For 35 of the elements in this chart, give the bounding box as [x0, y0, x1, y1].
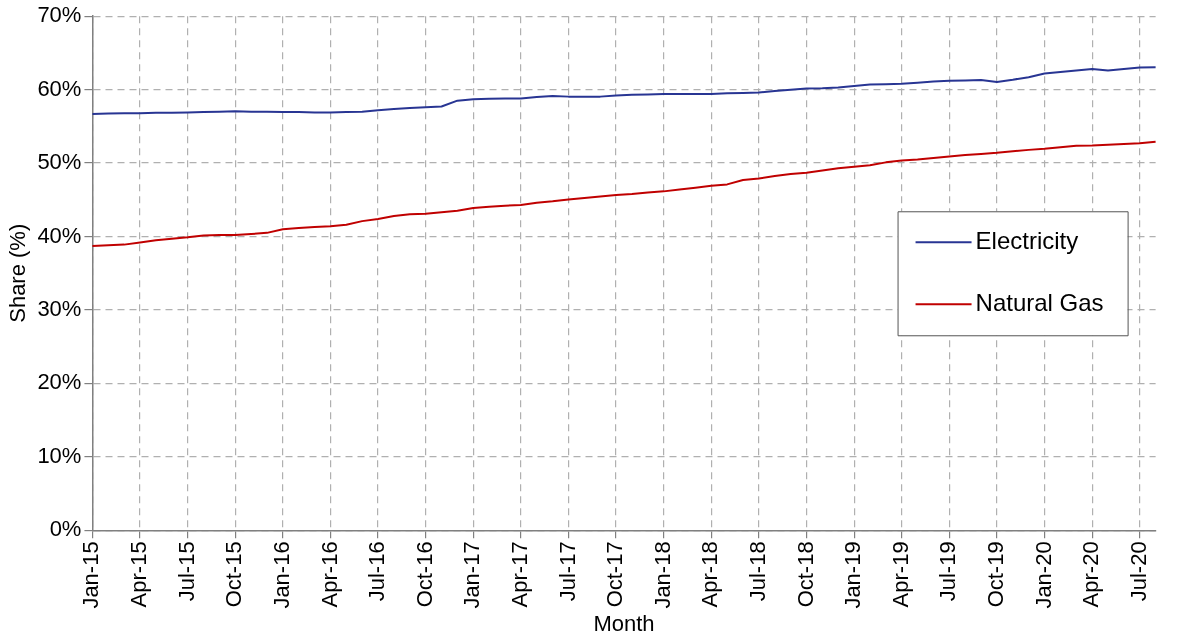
x-tick-label: Jan-20 — [1030, 541, 1056, 609]
x-tick-label: Jul-15 — [173, 541, 199, 602]
x-tick-label: Oct-15 — [221, 541, 247, 608]
y-tick-label: 40% — [37, 222, 82, 248]
x-tick-label: Jan-17 — [459, 541, 485, 609]
y-tick-label: 0% — [49, 516, 82, 542]
y-tick-label: 20% — [37, 369, 82, 395]
x-tick-label: Apr-15 — [126, 541, 152, 608]
y-tick-label: 30% — [37, 296, 82, 322]
x-tick-label: Apr-18 — [697, 541, 723, 608]
x-tick-label: Apr-17 — [506, 541, 532, 608]
y-tick-label: 60% — [37, 75, 82, 101]
x-tick-label: Jul-16 — [364, 541, 390, 602]
legend-label: Electricity — [975, 226, 1079, 254]
x-tick-label: Jan-15 — [78, 541, 104, 609]
y-tick-label: 70% — [37, 2, 82, 28]
x-tick-label: Oct-17 — [602, 541, 628, 608]
x-tick-label: Jan-16 — [268, 541, 294, 609]
y-axis-title: Share (%) — [5, 223, 31, 323]
legend-label: Natural Gas — [975, 288, 1104, 316]
x-tick-label: Apr-16 — [316, 541, 342, 608]
x-tick-label: Jul-19 — [935, 541, 961, 602]
y-tick-label: 10% — [37, 442, 82, 468]
y-tick-label: 50% — [37, 149, 82, 175]
x-tick-label: Oct-19 — [982, 541, 1008, 608]
x-tick-label: Jul-18 — [744, 541, 770, 602]
x-axis-title: Month — [593, 610, 655, 636]
x-tick-label: Jan-19 — [840, 541, 866, 609]
x-tick-label: Jan-18 — [649, 541, 675, 609]
x-tick-label: Jul-17 — [554, 541, 580, 602]
x-tick-label: Oct-18 — [792, 541, 818, 608]
x-tick-label: Apr-20 — [1078, 541, 1104, 608]
x-tick-label: Jul-20 — [1125, 541, 1151, 602]
x-tick-label: Oct-16 — [411, 541, 437, 608]
x-tick-label: Apr-19 — [887, 541, 913, 608]
